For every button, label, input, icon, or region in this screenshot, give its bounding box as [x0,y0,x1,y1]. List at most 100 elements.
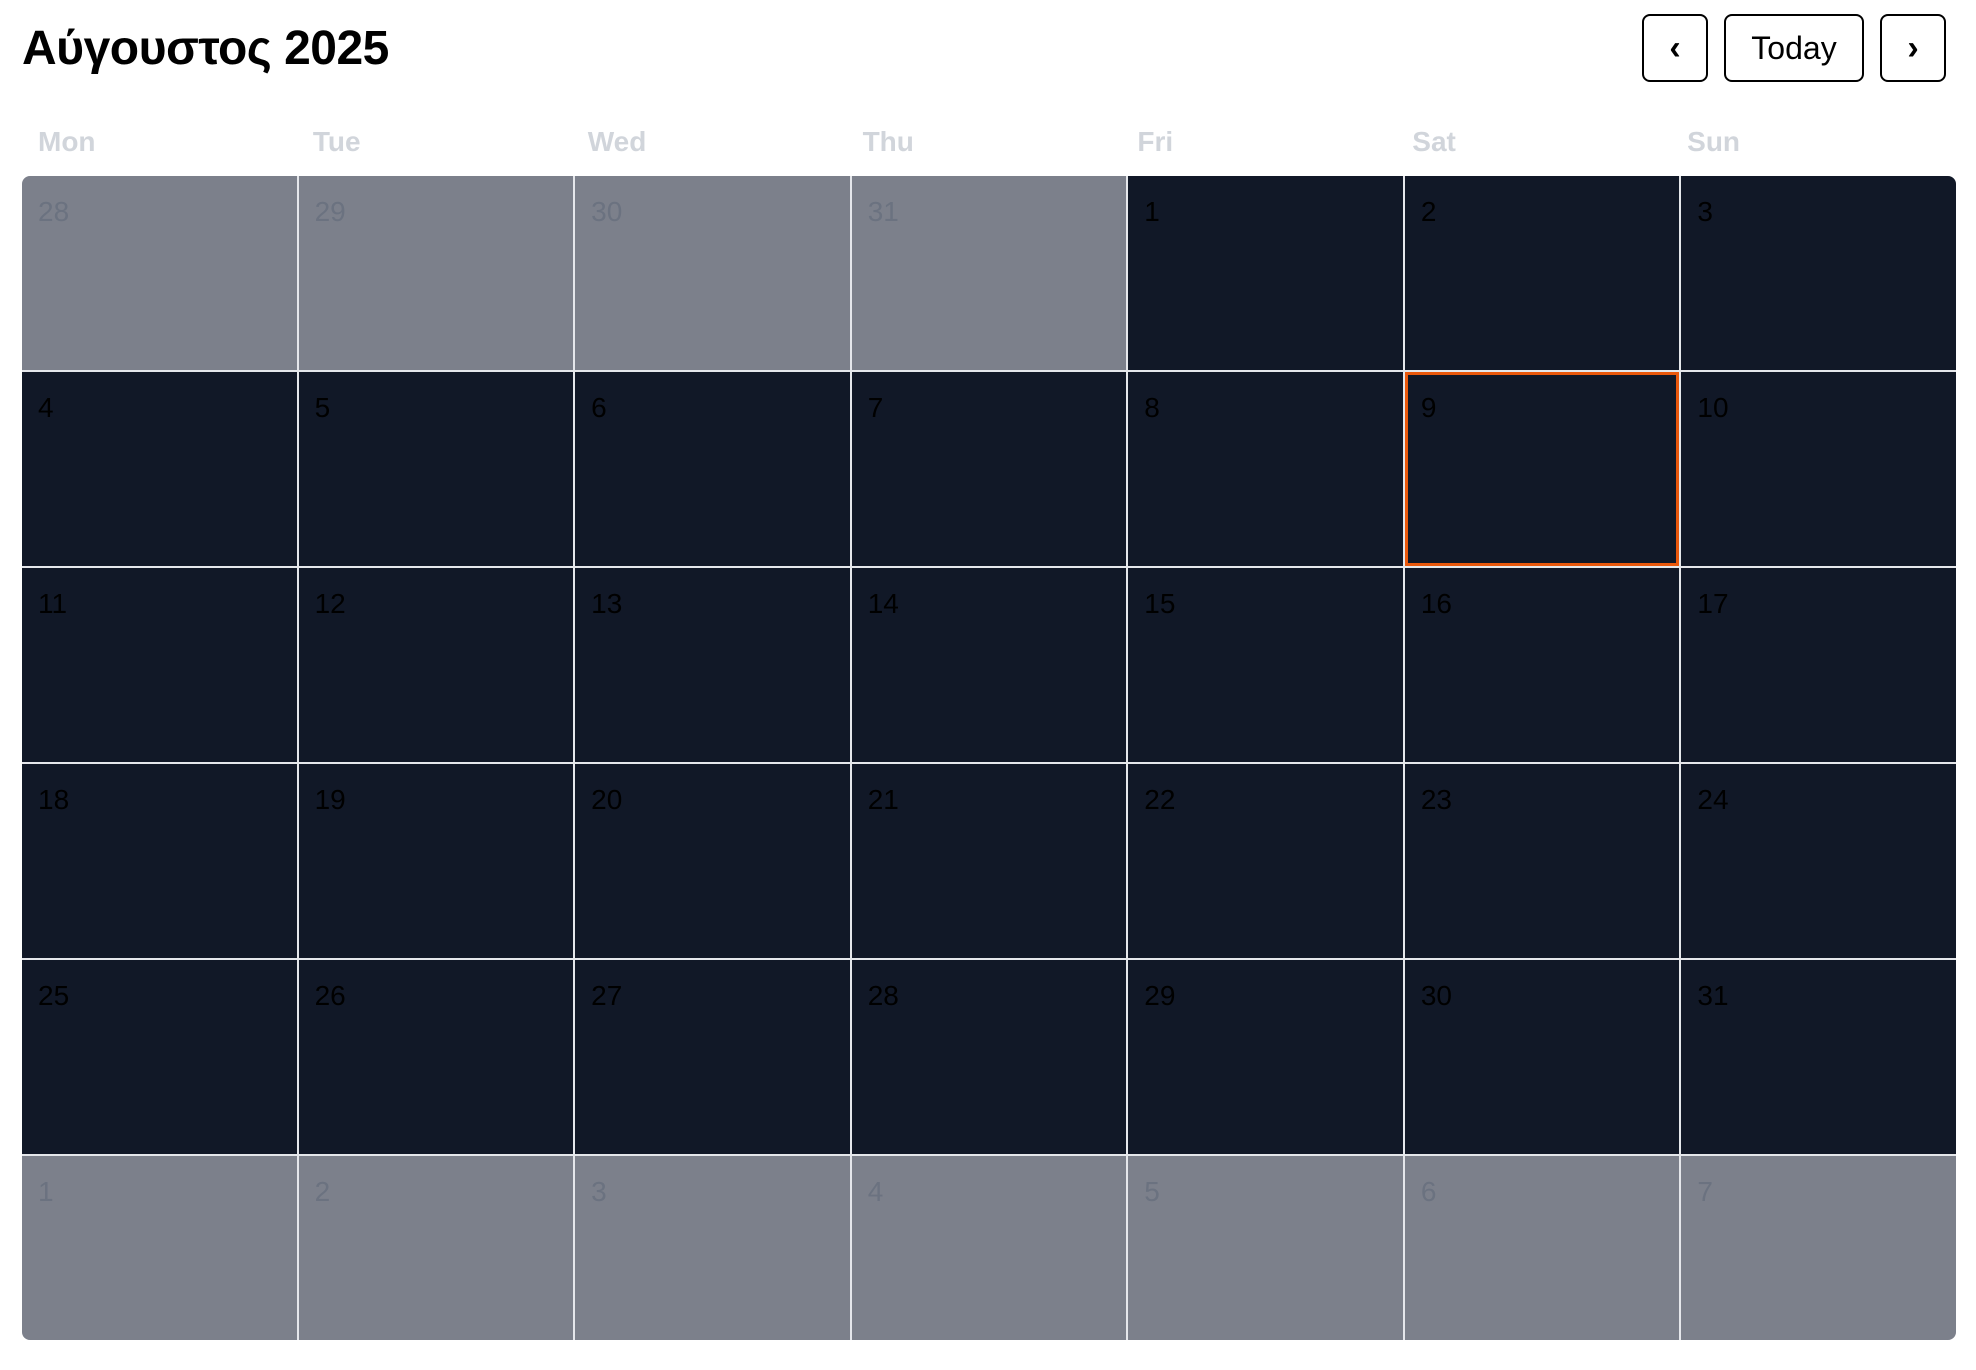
day-number: 16 [1420,588,1452,619]
day-number: 29 [314,196,346,227]
day-cell-outside-month[interactable]: 7 [1681,1156,1956,1340]
day-number: 14 [867,588,899,619]
day-cell[interactable]: 15 [1128,568,1403,762]
day-cell[interactable]: 22 [1128,764,1403,958]
weekday-sun: Sun [1687,126,1741,157]
day-number: 7 [1697,1176,1713,1207]
month-grid: 28 29 30 31 1 2 3 4 5 6 7 8 9 10 11 12 13 14 15 16 17 18 19 20 2… [22,176,1956,1340]
day-number: 20 [591,784,623,815]
day-number: 2 [1420,196,1437,227]
day-number: 5 [314,392,331,423]
day-cell[interactable]: 27 [575,960,850,1154]
today-button[interactable]: Today [1724,14,1864,82]
day-number: 28 [38,196,70,227]
day-number: 28 [867,980,899,1011]
weekday-wed: Wed [587,126,647,157]
day-cell[interactable]: 21 [851,764,1127,958]
day-number: 3 [1697,196,1713,227]
day-number: 17 [1697,588,1729,619]
day-number: 12 [314,588,346,619]
weekday-sat: Sat [1412,126,1456,157]
day-cell-outside-month[interactable]: 30 [575,176,850,370]
month-title: Αύγουστος 2025 [22,21,389,75]
day-number: 13 [591,588,623,619]
day-cell[interactable]: 26 [298,960,574,1154]
day-number: 6 [591,392,607,423]
day-cell[interactable]: 5 [298,372,574,566]
day-number: 23 [1420,784,1452,815]
day-cell[interactable]: 10 [1681,372,1956,566]
day-cell-outside-month[interactable]: 2 [298,1156,574,1340]
previous-month-button[interactable]: ‹ [1642,14,1708,82]
day-cell[interactable]: 24 [1681,764,1956,958]
day-cell-outside-month[interactable]: 6 [1404,1156,1680,1340]
day-cell-outside-month[interactable]: 3 [575,1156,850,1340]
day-number: 26 [314,980,346,1011]
day-cell[interactable]: 6 [575,372,850,566]
weekday-mon: Mon [38,126,96,157]
day-cell[interactable]: 11 [22,568,297,762]
day-cell[interactable]: 13 [575,568,850,762]
next-month-button[interactable]: › [1880,14,1946,82]
day-cell[interactable]: 25 [22,960,297,1154]
day-cell[interactable]: 2 [1404,176,1680,370]
weekday-thu: Thu [862,126,914,157]
day-cell[interactable]: 31 [1681,960,1956,1154]
day-number: 9 [1420,392,1437,423]
day-number: 25 [38,980,70,1011]
day-number: 10 [1697,392,1729,423]
day-cell-outside-month[interactable]: 5 [1128,1156,1403,1340]
day-number: 27 [591,980,623,1011]
day-cell[interactable]: 28 [851,960,1127,1154]
day-cell[interactable]: 12 [298,568,574,762]
day-cell[interactable]: 29 [1128,960,1403,1154]
chevron-left-icon: ‹ [1669,28,1681,67]
day-number: 31 [867,196,899,227]
day-number: 4 [38,392,54,423]
day-number: 18 [38,784,70,815]
day-number: 21 [867,784,899,815]
day-cell[interactable]: 20 [575,764,850,958]
day-number: 24 [1697,784,1729,815]
day-cell-outside-month[interactable]: 28 [22,176,297,370]
day-number: 8 [1144,392,1160,423]
day-cell-outside-month[interactable]: 31 [851,176,1127,370]
day-number: 22 [1144,784,1176,815]
day-number: 15 [1144,588,1176,619]
day-cell[interactable]: 30 [1404,960,1680,1154]
calendar-header: Αύγουστος 2025 ‹ Today › [22,0,1946,96]
day-cell[interactable]: 8 [1128,372,1403,566]
day-cell[interactable]: 4 [22,372,297,566]
day-cell[interactable]: 18 [22,764,297,958]
day-number: 3 [591,1176,607,1207]
day-cell-today[interactable]: 9 [1404,372,1680,566]
calendar-nav: ‹ Today › [1642,14,1946,82]
day-number: 2 [314,1176,331,1207]
weekday-fri: Fri [1137,126,1174,157]
day-number: 1 [1144,196,1160,227]
day-number: 5 [1144,1176,1160,1207]
weekday-tue: Tue [312,126,361,157]
day-cell-outside-month[interactable]: 1 [22,1156,297,1340]
day-number: 19 [314,784,346,815]
day-number: 7 [867,392,884,423]
day-cell-outside-month[interactable]: 29 [298,176,574,370]
day-cell-outside-month[interactable]: 4 [851,1156,1127,1340]
day-number: 1 [38,1176,54,1207]
day-cell[interactable]: 17 [1681,568,1956,762]
day-cell[interactable]: 23 [1404,764,1680,958]
day-number: 29 [1144,980,1176,1011]
day-cell[interactable]: 7 [851,372,1127,566]
day-cell[interactable]: 14 [851,568,1127,762]
day-cell[interactable]: 3 [1681,176,1956,370]
day-cell[interactable]: 16 [1404,568,1680,762]
day-cell[interactable]: 1 [1128,176,1403,370]
day-number: 11 [38,588,68,619]
day-cell[interactable]: 19 [298,764,574,958]
chevron-right-icon: › [1907,28,1919,67]
day-number: 30 [1420,980,1452,1011]
weekday-header-row: Mon Tue Wed Thu Fri Sat Sun [22,96,1946,176]
day-number: 4 [867,1176,884,1207]
day-number: 6 [1420,1176,1437,1207]
